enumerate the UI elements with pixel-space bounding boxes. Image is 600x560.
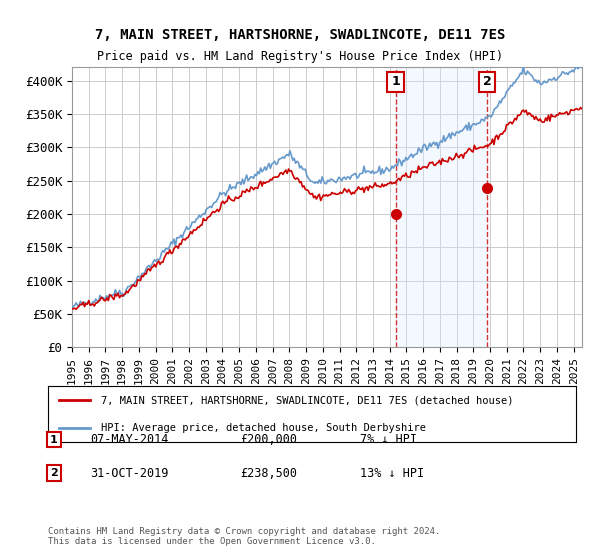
Text: 1: 1 [50, 435, 58, 445]
Text: 7, MAIN STREET, HARTSHORNE, SWADLINCOTE, DE11 7ES: 7, MAIN STREET, HARTSHORNE, SWADLINCOTE,… [95, 28, 505, 42]
Text: 2: 2 [50, 468, 58, 478]
Bar [395, 67, 487, 347]
Text: Contains HM Land Registry data © Crown copyright and database right 2024.
This d: Contains HM Land Registry data © Crown c… [48, 526, 440, 546]
Text: £200,000: £200,000 [240, 433, 297, 446]
Text: 7% ↓ HPI: 7% ↓ HPI [360, 433, 417, 446]
Text: 13% ↓ HPI: 13% ↓ HPI [360, 466, 424, 480]
Text: £238,500: £238,500 [240, 466, 297, 480]
Text: 1: 1 [391, 76, 400, 88]
Text: 07-MAY-2014: 07-MAY-2014 [90, 433, 169, 446]
Text: 7, MAIN STREET, HARTSHORNE, SWADLINCOTE, DE11 7ES (detached house): 7, MAIN STREET, HARTSHORNE, SWADLINCOTE,… [101, 395, 513, 405]
Text: 31-OCT-2019: 31-OCT-2019 [90, 466, 169, 480]
Text: HPI: Average price, detached house, South Derbyshire: HPI: Average price, detached house, Sout… [101, 423, 426, 433]
Text: 2: 2 [483, 76, 491, 88]
Text: Price paid vs. HM Land Registry's House Price Index (HPI): Price paid vs. HM Land Registry's House … [97, 50, 503, 63]
